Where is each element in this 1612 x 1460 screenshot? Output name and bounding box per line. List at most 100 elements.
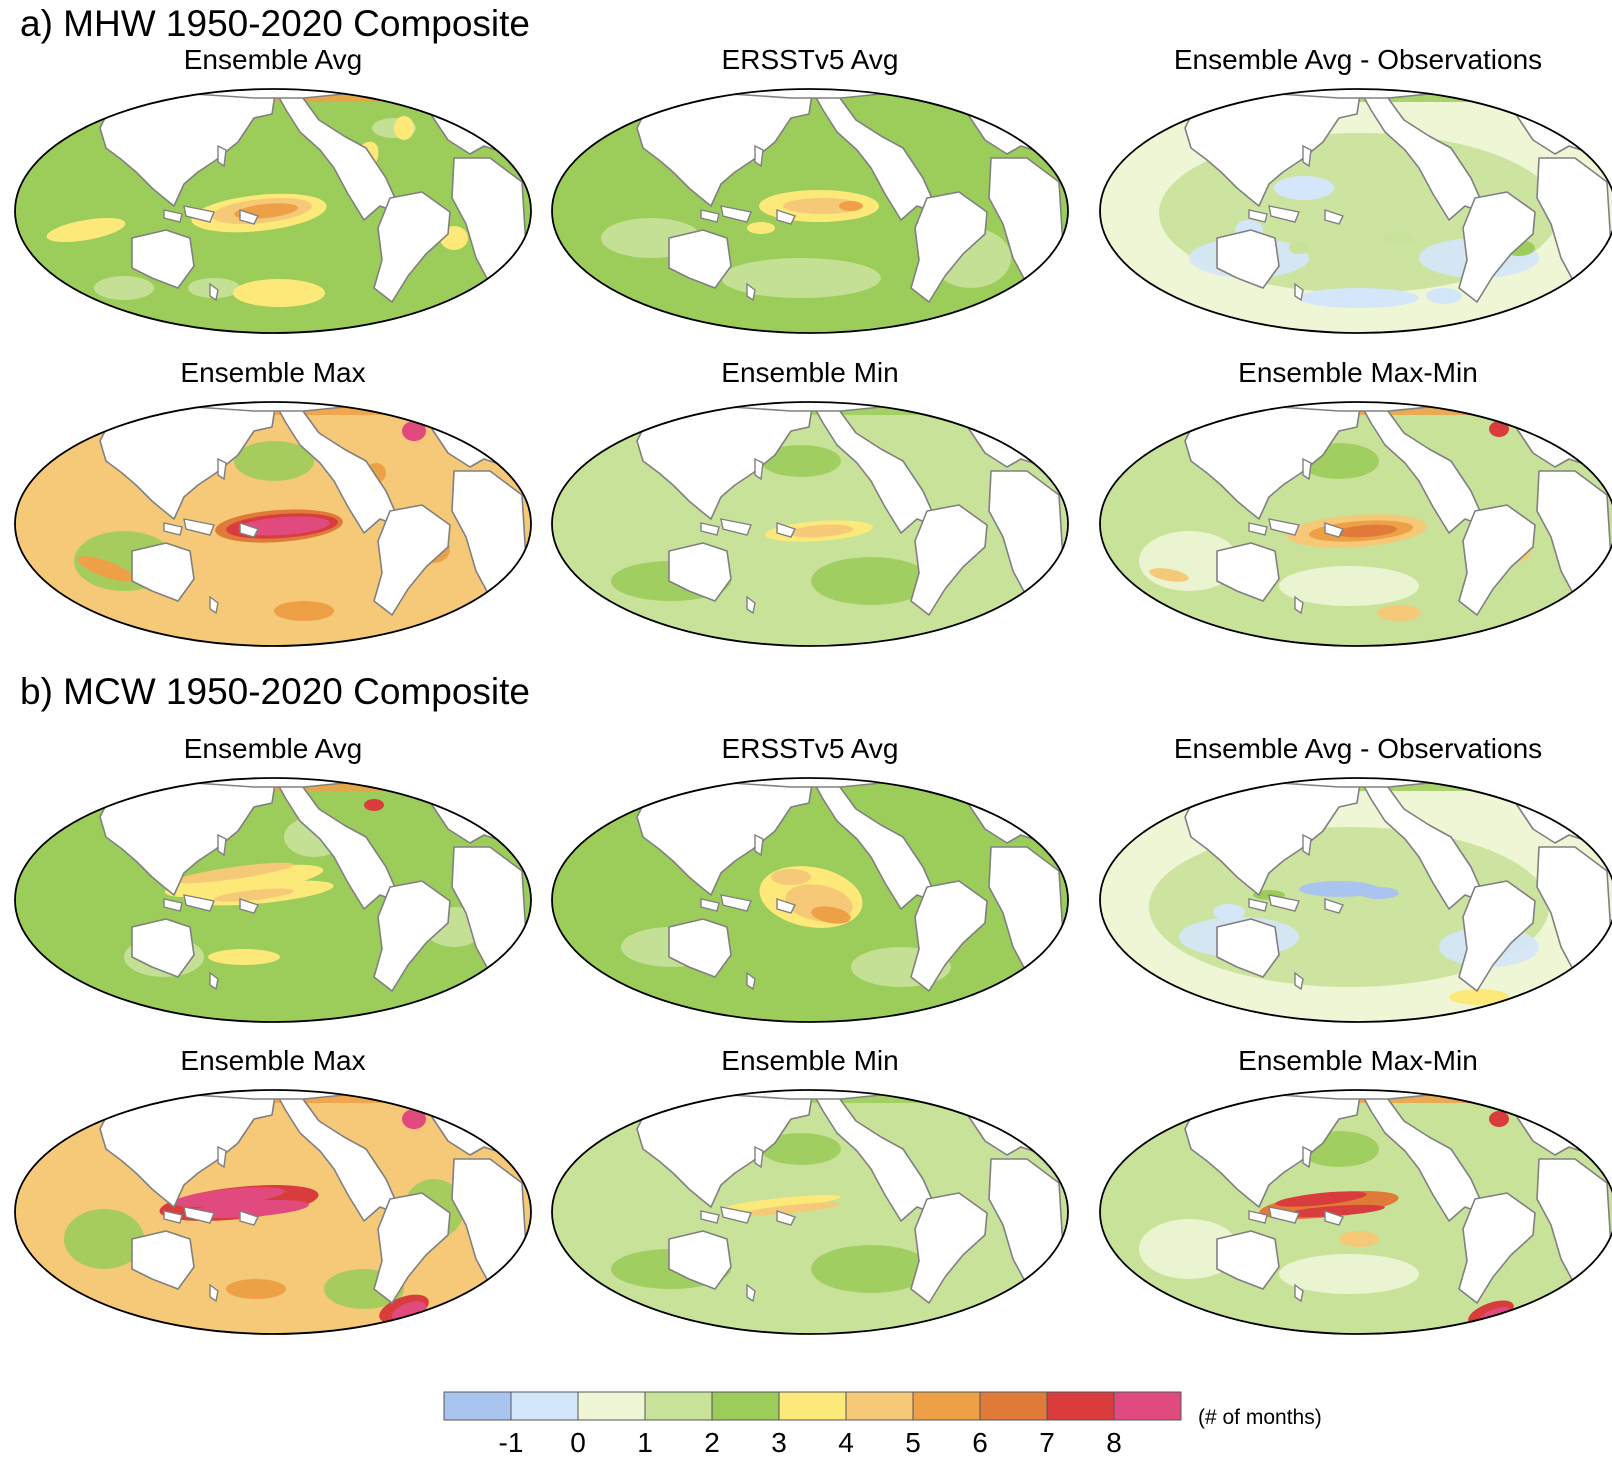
anomaly-region	[1383, 232, 1415, 244]
field-region	[234, 441, 314, 481]
land-arctic	[670, 1090, 952, 1100]
land-asia	[99, 402, 277, 520]
island	[720, 205, 752, 223]
colorbar-swatch	[912, 1391, 981, 1421]
island	[746, 971, 756, 991]
island	[776, 1210, 796, 1226]
map-panel	[551, 401, 1069, 647]
island	[746, 282, 756, 302]
colorbar-swatch	[1046, 1391, 1115, 1421]
land-amerN	[812, 404, 940, 534]
map-border	[14, 1089, 532, 1335]
anomaly-region	[226, 1279, 286, 1299]
land-aus	[1216, 229, 1280, 289]
land-arctic	[1218, 402, 1500, 412]
island	[720, 894, 752, 912]
colorbar-swatch	[778, 1391, 847, 1421]
anomaly-region	[789, 524, 853, 538]
panel-title: ERSSTv5 Avg	[721, 733, 899, 764]
island	[1248, 1210, 1268, 1224]
panel-title: Ensemble Avg	[183, 733, 363, 764]
anomaly-region	[1449, 989, 1509, 1005]
anomaly-region	[238, 516, 330, 536]
land-amerS	[910, 880, 988, 992]
colorbar-swatch	[577, 1391, 646, 1421]
island	[239, 1210, 259, 1226]
island	[239, 522, 259, 538]
land-amerS	[910, 191, 988, 303]
anomaly-region	[1274, 176, 1334, 200]
island	[754, 833, 764, 857]
colorbar-swatch	[711, 1391, 780, 1421]
island	[1118, 596, 1128, 610]
land-arctic	[133, 89, 415, 99]
colorbar-swatch	[979, 1391, 1048, 1421]
field-region	[64, 1209, 144, 1269]
island	[33, 283, 43, 297]
anomaly-region	[1337, 524, 1397, 538]
island	[183, 894, 215, 912]
island	[570, 596, 580, 610]
anomaly-region	[721, 1194, 841, 1212]
island	[1294, 282, 1304, 302]
land-aus	[131, 1230, 195, 1290]
island	[1324, 1210, 1344, 1226]
island	[1302, 833, 1312, 857]
colorbar-tick-label: 0	[570, 1427, 586, 1458]
island	[1118, 1284, 1128, 1298]
land-amerN	[1360, 404, 1488, 534]
island	[1118, 972, 1128, 986]
anomaly-region	[1285, 1204, 1385, 1218]
island	[183, 1206, 215, 1224]
anomaly-region	[747, 222, 775, 234]
island	[217, 457, 227, 481]
island	[217, 833, 227, 857]
field-region	[1279, 566, 1419, 606]
anomaly-region	[46, 217, 126, 243]
anomaly-region	[1489, 421, 1509, 437]
island	[1324, 209, 1344, 225]
land-asia	[1184, 778, 1362, 896]
land-asia	[636, 778, 814, 896]
colorbar-tick-label: 8	[1106, 1427, 1122, 1458]
anomaly-region	[233, 279, 325, 307]
map-panel	[1099, 401, 1612, 647]
island	[1294, 1283, 1304, 1303]
colorbar-tick-label: 6	[972, 1427, 988, 1458]
island	[720, 518, 752, 536]
anomaly-region	[1149, 568, 1189, 582]
island	[1302, 457, 1312, 481]
map-panel	[551, 1089, 1069, 1335]
island	[754, 144, 764, 168]
island	[217, 144, 227, 168]
field-region	[761, 1133, 841, 1165]
land-amerS	[373, 504, 451, 616]
map-panel	[14, 1089, 532, 1335]
island	[163, 522, 183, 536]
anomaly-region	[811, 906, 851, 924]
land-amerS	[373, 1192, 451, 1304]
island	[33, 596, 43, 610]
island	[1302, 144, 1312, 168]
land-aus	[668, 542, 732, 602]
land-asia	[99, 1090, 277, 1208]
land-amerS	[1458, 880, 1536, 992]
island	[776, 898, 796, 914]
land-amerS	[1458, 1192, 1536, 1304]
island	[209, 1283, 219, 1303]
map-panel	[551, 88, 1069, 334]
land-amerN	[275, 404, 403, 534]
island	[239, 209, 259, 225]
land-amerN	[812, 91, 940, 221]
land-amerN	[275, 1092, 403, 1222]
island	[746, 595, 756, 615]
panel-title: Ensemble Max-Min	[1238, 357, 1478, 388]
panel-title: Ensemble Avg	[183, 44, 363, 75]
land-arctic	[670, 778, 952, 788]
field-region	[761, 445, 841, 477]
map-border	[1099, 777, 1612, 1023]
anomaly-region	[208, 949, 280, 965]
land-amerS	[373, 880, 451, 992]
land-aus	[1216, 918, 1280, 978]
land-aus	[131, 918, 195, 978]
